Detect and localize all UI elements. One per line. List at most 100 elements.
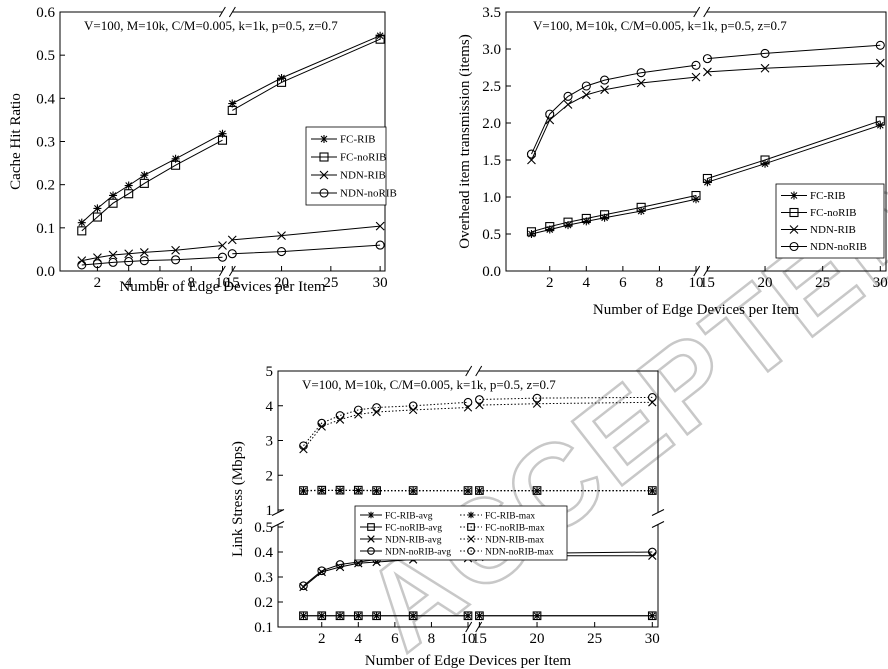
x-axis-title: Number of Edge Devices per Item — [365, 653, 572, 669]
legend-marker — [320, 135, 328, 143]
series-line-ndn-norib — [81, 256, 223, 266]
data-point-ndn-norib — [691, 60, 701, 70]
x-tick-label: 8 — [656, 275, 664, 291]
legend-item-fc-rib: FC-RIB — [781, 190, 845, 202]
axis-break-mark — [465, 621, 483, 633]
y-tick-label: 0.4 — [254, 545, 273, 561]
data-point-fc-norib — [526, 227, 537, 237]
data-point-ndn-rib-max — [354, 410, 363, 419]
legend-item-fc-norib-max: FC-noRIB-max — [460, 523, 545, 534]
axis-break-gap — [653, 512, 663, 525]
x-tick-label: 25 — [815, 275, 830, 291]
x-tick-label: 10 — [461, 631, 476, 647]
series-line-fc-norib — [531, 195, 697, 233]
data-point-ndn-rib — [636, 78, 646, 88]
y-tick-label: 2 — [266, 468, 274, 484]
data-point-fc-norib — [77, 226, 87, 236]
data-point-fc-norib — [139, 178, 149, 188]
data-point-fc-norib-max — [463, 486, 473, 495]
data-point-ndn-norib — [217, 252, 228, 262]
data-point-fc-norib-max — [532, 486, 542, 495]
axis-break-gap — [696, 266, 707, 276]
legend-marker — [467, 535, 475, 543]
y-tick-label: 0.6 — [36, 5, 55, 21]
series-line-fc-norib — [81, 139, 223, 232]
data-point-ndn-norib-max — [335, 411, 345, 420]
data-point-fc-norib — [563, 217, 573, 227]
data-point-ndn-norib — [600, 75, 610, 85]
legend-label: FC-RIB-avg — [385, 512, 433, 522]
legend-marker — [367, 535, 375, 543]
data-point-ndn-rib — [139, 248, 149, 257]
legend-marker — [467, 547, 475, 555]
data-point-fc-norib-max — [647, 486, 657, 495]
legend-label: NDN-noRIB-max — [485, 548, 554, 558]
data-point-fc-norib-max — [299, 486, 308, 495]
axis-break-mark — [693, 6, 711, 18]
axis-break-gap — [468, 622, 479, 632]
x-tick-label: 8 — [187, 275, 195, 291]
y-tick-label: 0.0 — [36, 264, 55, 280]
data-point-fc-rib — [545, 225, 554, 234]
data-point-ndn-norib — [171, 255, 181, 265]
axis-break-gap — [222, 7, 233, 17]
series-line-ndn-rib-max — [303, 407, 469, 450]
y-tick-label: 0.3 — [36, 135, 55, 151]
watermark-text: ACCEPTED MANUSCRIPT — [340, 0, 888, 669]
axis-break-gap — [222, 266, 233, 276]
legend-label: NDN-noRIB — [340, 188, 397, 200]
x-tick-label: 30 — [373, 275, 388, 291]
axis-break-mark — [465, 365, 483, 377]
data-point-ndn-norib-max — [475, 395, 484, 404]
data-point-fc-rib-max — [336, 486, 344, 495]
axis-break-mark — [651, 509, 665, 528]
axis-break-gap — [468, 366, 479, 376]
x-axis-title: Number of Edge Devices per Item — [119, 279, 326, 295]
data-point-ndn-norib-avg — [299, 581, 308, 591]
data-point-ndn-norib-max — [317, 418, 327, 428]
data-point-ndn-rib — [875, 58, 885, 68]
legend-item-fc-rib-avg: FC-RIB-avg — [360, 512, 433, 522]
x-tick-label: 4 — [125, 275, 133, 291]
y-axis-title: Link Stress (Mbps) — [230, 441, 246, 557]
data-point-ndn-norib-max — [372, 403, 381, 412]
data-point-fc-norib — [760, 155, 770, 165]
data-point-fc-rib — [93, 204, 102, 213]
data-point-ndn-norib-max — [353, 405, 363, 415]
x-tick-label: 15 — [472, 631, 487, 647]
x-tick-label: 25 — [587, 631, 602, 647]
data-point-fc-rib — [140, 171, 149, 180]
data-point-ndn-norib — [760, 48, 770, 58]
data-point-fc-norib-avg — [335, 611, 345, 621]
x-tick-label: 6 — [391, 631, 399, 647]
y-tick-label: 3 — [266, 434, 274, 450]
data-point-ndn-rib — [227, 235, 237, 245]
data-point-ndn-rib — [760, 63, 770, 73]
series-line-fc-rib — [81, 133, 223, 224]
data-point-ndn-norib — [636, 68, 646, 78]
y-tick-label: 0.4 — [36, 91, 55, 107]
data-point-ndn-norib-max — [299, 441, 308, 451]
data-point-fc-rib-max — [299, 487, 308, 495]
x-tick-label: 2 — [546, 275, 554, 291]
data-point-ndn-rib-avg — [354, 559, 363, 568]
data-point-fc-rib-avg — [299, 611, 308, 620]
data-point-fc-norib — [227, 105, 237, 115]
series-line-ndn-rib — [232, 225, 381, 241]
x-tick-label: 20 — [274, 275, 289, 291]
data-point-ndn-norib — [545, 109, 555, 119]
data-point-fc-rib — [109, 191, 118, 200]
x-tick-label: 4 — [355, 631, 363, 647]
legend-label: NDN-RIB-max — [485, 536, 544, 546]
legend-marker — [467, 511, 475, 519]
data-point-ndn-norib-max — [463, 397, 473, 407]
y-tick-label: 0.2 — [254, 595, 273, 611]
legend-label: NDN-RIB — [810, 224, 856, 236]
data-point-ndn-norib — [139, 256, 149, 266]
data-point-fc-norib-max — [475, 486, 484, 495]
y-tick-label: 1.5 — [482, 153, 501, 169]
axis-break-gap — [273, 512, 283, 525]
legend-box — [305, 126, 387, 206]
y-tick-label: 1 — [266, 503, 274, 519]
